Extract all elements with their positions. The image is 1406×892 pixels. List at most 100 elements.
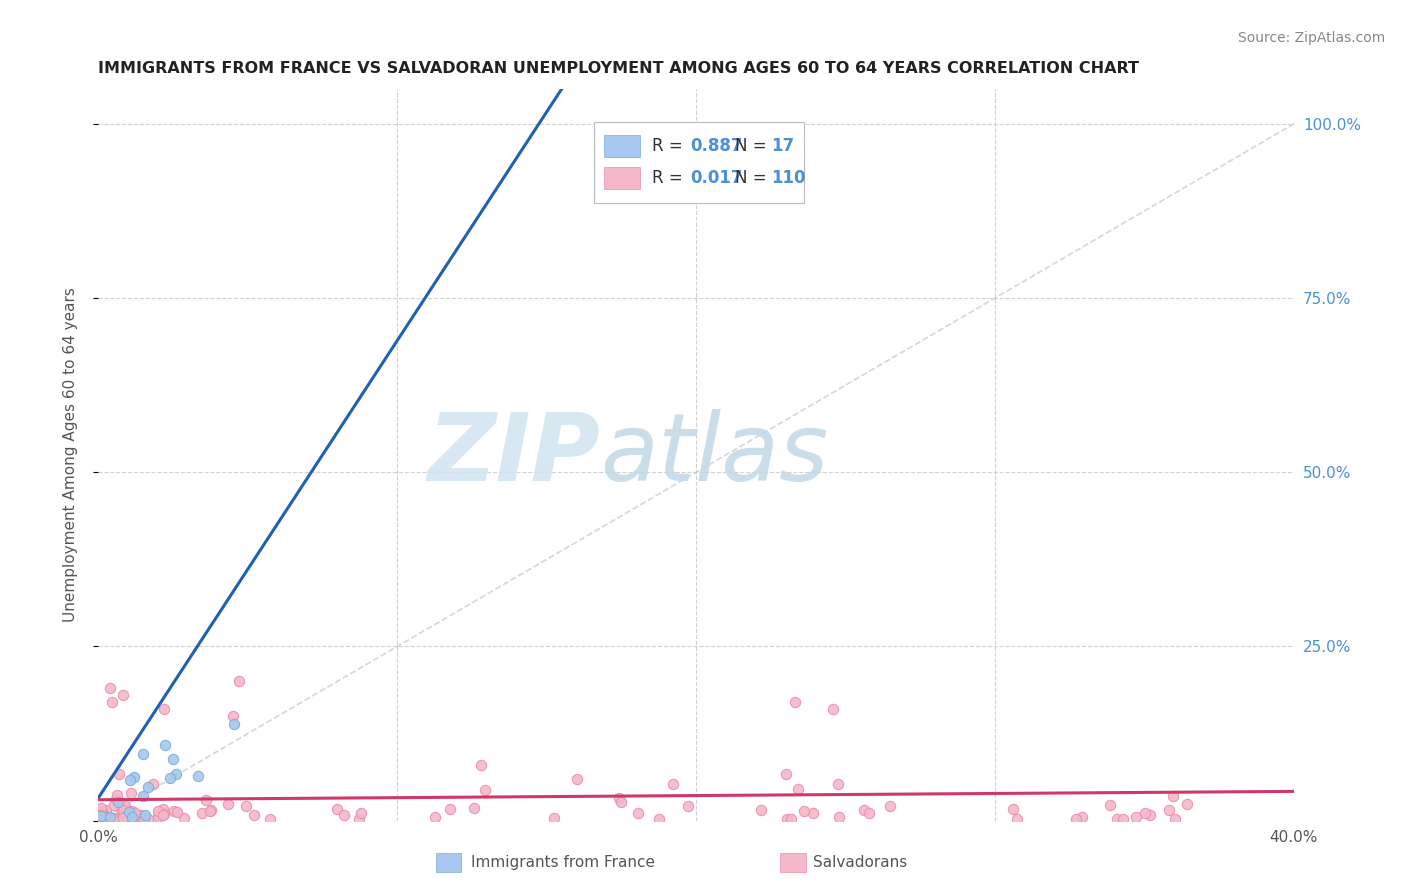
Point (108, 767, 131, 781)
Point (148, 808, 170, 822)
Point (142, 777, 165, 791)
Point (105, 792, 128, 806)
Point (94, 812, 117, 826)
Point (134, 807, 156, 822)
Point (627, 805, 650, 820)
Y-axis label: Unemployment Among Ages 60 to 64 years: Unemployment Among Ages 60 to 64 years (63, 287, 77, 623)
Point (235, 799, 257, 814)
Point (259, 812, 281, 826)
Point (111, 803, 134, 817)
Point (678, 799, 700, 814)
Point (1064, 812, 1087, 826)
FancyBboxPatch shape (595, 122, 804, 202)
Point (115, 809, 138, 823)
Point (90, 812, 112, 826)
Point (1005, 812, 1028, 826)
Point (152, 806, 174, 821)
Point (103, 812, 125, 826)
Point (565, 772, 588, 786)
Point (124, 806, 146, 821)
Text: 17: 17 (772, 137, 794, 155)
Text: N =: N = (735, 137, 772, 155)
Point (93, 809, 115, 823)
Point (350, 806, 373, 821)
Point (110, 803, 132, 817)
Point (423, 809, 446, 823)
Point (828, 810, 851, 824)
Point (1070, 810, 1092, 824)
Point (111, 811, 134, 825)
Text: ZIP: ZIP (427, 409, 600, 501)
Text: Salvadorans: Salvadorans (813, 855, 907, 870)
Point (347, 812, 370, 826)
Point (111, 808, 134, 822)
Point (463, 800, 485, 814)
Point (780, 812, 803, 826)
Point (1161, 789, 1184, 803)
Point (117, 804, 139, 818)
FancyBboxPatch shape (605, 136, 640, 157)
Point (775, 767, 797, 781)
Point (776, 812, 799, 826)
Point (101, 695, 124, 709)
Point (607, 791, 630, 805)
Point (129, 808, 152, 822)
Point (749, 803, 772, 817)
Point (163, 804, 186, 818)
Point (152, 807, 174, 822)
Point (146, 810, 169, 824)
Text: atlas: atlas (600, 409, 828, 500)
Point (118, 805, 141, 819)
Point (115, 808, 138, 822)
Point (1159, 803, 1181, 817)
Point (107, 795, 129, 809)
Point (821, 702, 844, 716)
Point (90, 812, 112, 826)
Point (94, 809, 117, 823)
Point (222, 709, 245, 723)
Point (648, 812, 671, 826)
Point (1139, 808, 1161, 822)
Text: N =: N = (735, 169, 772, 187)
Point (91, 804, 114, 818)
Point (470, 758, 492, 772)
Point (105, 788, 128, 802)
Point (132, 812, 155, 826)
Point (852, 803, 875, 817)
Point (98, 681, 121, 696)
Point (90, 805, 112, 819)
Point (187, 769, 209, 783)
Point (439, 802, 461, 816)
Point (131, 810, 153, 824)
Point (228, 674, 250, 689)
Point (132, 789, 155, 803)
Point (662, 777, 685, 791)
Point (120, 786, 142, 800)
Point (114, 799, 136, 814)
Point (1002, 801, 1025, 815)
Point (124, 812, 146, 826)
Point (120, 772, 142, 787)
Point (243, 808, 266, 822)
Point (121, 810, 143, 824)
Point (224, 716, 246, 731)
Point (1125, 810, 1147, 824)
Text: R =: R = (652, 137, 688, 155)
Point (200, 803, 222, 817)
Text: Immigrants from France: Immigrants from France (471, 855, 655, 870)
Point (198, 805, 221, 819)
Point (121, 804, 143, 818)
Point (136, 780, 159, 794)
FancyBboxPatch shape (605, 168, 640, 189)
Point (90, 809, 112, 823)
Point (152, 802, 174, 816)
Point (827, 776, 849, 790)
Point (173, 811, 195, 825)
Point (1133, 805, 1156, 820)
Point (90, 808, 112, 822)
Point (90, 809, 112, 823)
Point (121, 811, 143, 825)
Point (326, 802, 349, 816)
Point (792, 805, 814, 819)
Point (104, 812, 127, 826)
